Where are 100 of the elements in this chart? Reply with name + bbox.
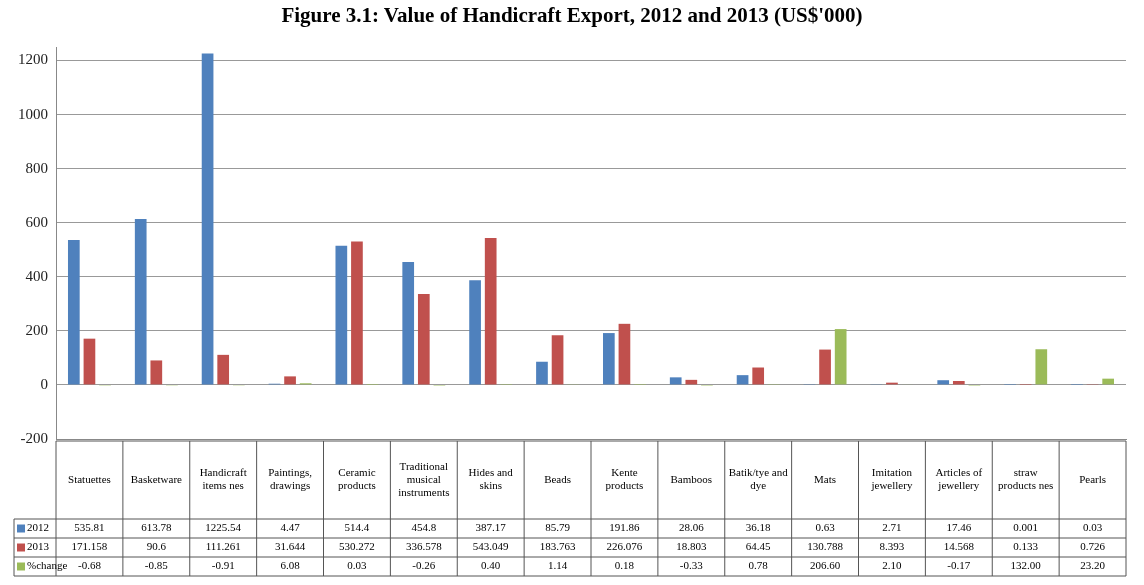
data-label: 0.18 — [614, 559, 635, 572]
bar — [134, 219, 147, 385]
x-tick-label: Statuettes — [68, 472, 111, 485]
bar — [618, 323, 631, 385]
chart-title: Figure 3.1: Value of Handicraft Export, 2012 and 2013 (US$'000) — [280, 2, 864, 29]
data-label: 132.00 — [1010, 559, 1042, 572]
bar — [551, 335, 564, 385]
x-tick-label: Basketware — [130, 472, 183, 485]
data-label: 0.03 — [1082, 521, 1103, 534]
bar — [937, 380, 950, 385]
bar — [752, 367, 765, 385]
bar — [284, 376, 296, 385]
data-label: -0.26 — [412, 559, 436, 572]
data-label: 171.158 — [71, 540, 108, 553]
data-label: -0.85 — [144, 559, 169, 572]
y-tick-label: -200 — [20, 429, 48, 446]
x-tick-label: Batik/tye and dye — [728, 466, 789, 492]
data-label: 1225.54 — [205, 521, 242, 534]
y-tick-label: 600 — [25, 213, 48, 230]
data-label: 23.20 — [1080, 559, 1106, 572]
x-tick-label: Bamboos — [670, 472, 713, 485]
data-label: 2.10 — [882, 559, 903, 572]
data-label: 543.049 — [472, 540, 510, 553]
bar — [217, 354, 230, 385]
bar — [150, 360, 163, 385]
data-label: 530.272 — [339, 540, 375, 553]
x-tick-label: Traditional musical instruments — [398, 459, 450, 498]
bar — [536, 361, 548, 385]
x-tick-label: Ceramic products — [337, 466, 376, 492]
data-label: 4.47 — [280, 521, 301, 534]
bar — [469, 280, 481, 385]
data-label: 454.8 — [411, 521, 437, 534]
data-label: 0.40 — [481, 559, 501, 572]
y-tick-label: 800 — [25, 159, 48, 176]
legend-label: %change — [27, 559, 68, 572]
y-tick-label: 1200 — [18, 51, 48, 68]
bar — [417, 293, 430, 385]
data-label: 64.45 — [745, 540, 772, 553]
data-label: 85.79 — [545, 521, 571, 534]
x-tick-label: Handicraft items nes — [199, 466, 247, 492]
x-tick-label: Hides and skins — [468, 466, 514, 492]
bar — [952, 380, 965, 385]
data-label: 8.393 — [879, 540, 905, 553]
bar — [834, 329, 847, 385]
bar — [201, 53, 214, 385]
data-label: 18.803 — [676, 540, 707, 553]
x-tick-label: straw products nes — [998, 466, 1054, 492]
data-label: 1.14 — [547, 559, 568, 572]
data-label: 130.788 — [807, 540, 844, 553]
legend-label: 2013 — [27, 540, 50, 553]
data-label: 0.78 — [748, 559, 769, 572]
bar — [351, 241, 363, 385]
data-label: -0.33 — [679, 559, 704, 572]
data-label: 90.6 — [146, 540, 167, 553]
bar — [602, 333, 615, 385]
data-label: 0.133 — [1013, 540, 1039, 553]
data-label: 31.644 — [274, 540, 306, 553]
x-tick-label: Kente products — [605, 466, 644, 492]
bar — [1035, 349, 1048, 385]
data-label: 206.60 — [809, 559, 841, 572]
bar — [669, 377, 682, 385]
data-label: 28.06 — [678, 521, 705, 534]
bar — [335, 245, 348, 385]
x-tick-label: Articles of jewellery — [935, 466, 983, 492]
bar — [83, 338, 96, 385]
data-label: 613.78 — [141, 521, 172, 534]
data-label: 535.81 — [74, 521, 105, 534]
bar — [484, 238, 497, 385]
bar — [67, 240, 80, 385]
x-tick-label: Beads — [544, 472, 572, 485]
data-label: 14.568 — [943, 540, 975, 553]
x-tick-label: Mats — [814, 472, 837, 485]
data-label: 514.4 — [344, 521, 370, 534]
data-label: 6.08 — [280, 559, 301, 572]
bar — [402, 261, 415, 385]
data-label: -0.68 — [77, 559, 102, 572]
data-label: 0.03 — [347, 559, 368, 572]
data-label: 111.261 — [205, 540, 241, 553]
data-label: 336.578 — [405, 540, 443, 553]
legend-label: 2012 — [27, 521, 49, 534]
data-label: 0.001 — [1013, 521, 1039, 534]
data-label: 17.46 — [946, 521, 972, 534]
data-label: 387.17 — [475, 521, 507, 534]
x-tick-label: Imitation jewellery — [870, 466, 913, 492]
data-label: 191.86 — [609, 521, 641, 534]
data-label: 0.726 — [1080, 540, 1106, 553]
y-tick-label: 0 — [40, 375, 48, 392]
x-tick-label: Paintings, drawings — [268, 466, 313, 492]
data-label: -0.91 — [211, 559, 235, 572]
data-label: 36.18 — [745, 521, 772, 534]
bar — [736, 375, 749, 385]
x-tick-label: Pearls — [1079, 472, 1107, 485]
data-label: 0.63 — [815, 521, 836, 534]
data-label: 226.076 — [606, 540, 643, 553]
data-label: 2.71 — [882, 521, 902, 534]
y-tick-label: 1000 — [18, 105, 48, 122]
data-label: -0.17 — [947, 559, 971, 572]
y-tick-label: 200 — [25, 321, 48, 338]
y-tick-label: 400 — [25, 267, 48, 284]
data-label: 183.763 — [539, 540, 576, 553]
